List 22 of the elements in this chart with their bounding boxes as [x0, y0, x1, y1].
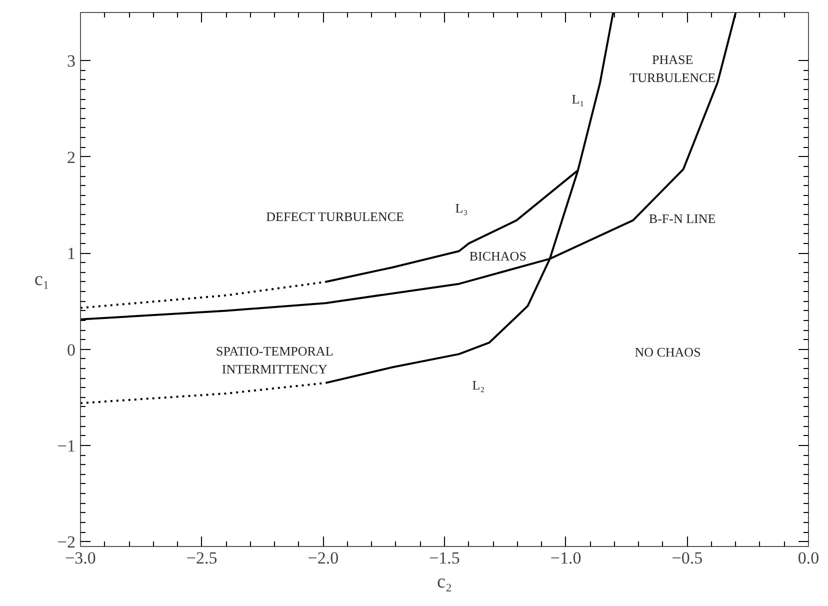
- x-tick-label: −2.5: [186, 548, 218, 568]
- annotation: B-F-N LINE: [648, 210, 716, 226]
- y-tick-label: 1: [67, 244, 76, 264]
- annotation: L₁: [572, 92, 584, 107]
- y-tick-label: 3: [67, 52, 76, 71]
- annotation: SPATIO-TEMPORAL INTERMITTENCY: [216, 343, 334, 376]
- y-tick-label: 0: [67, 340, 76, 360]
- y-tick-label: 2: [67, 148, 76, 167]
- x-axis-title: c₂: [436, 572, 452, 592]
- x-tick-label: 0.0: [798, 548, 820, 568]
- annotation: PHASE TURBULENCE: [630, 52, 716, 85]
- annotation: DEFECT TURBULENCE: [266, 208, 404, 224]
- x-tick-label: −1.0: [550, 548, 582, 568]
- annotation: NO CHAOS: [634, 344, 701, 360]
- x-tick-label: −1.5: [429, 548, 460, 568]
- y-axis-title: c₁: [34, 269, 50, 290]
- annotation: BICHAOS: [469, 248, 526, 264]
- x-tick-label: −0.5: [672, 548, 703, 568]
- x-tick-label: −2.0: [308, 548, 339, 568]
- y-tick-label: −1: [57, 436, 76, 456]
- annotation: L₂: [472, 377, 485, 392]
- annotation: L₃: [455, 200, 468, 216]
